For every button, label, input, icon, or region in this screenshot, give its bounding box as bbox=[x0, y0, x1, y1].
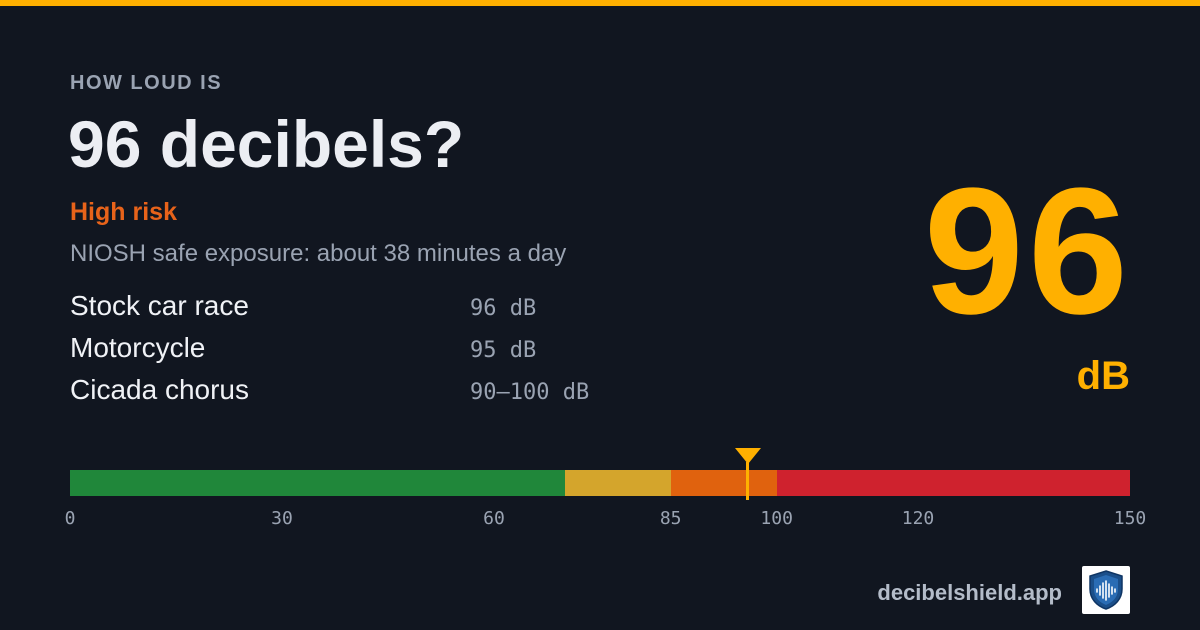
shield-soundwave-icon bbox=[1082, 566, 1130, 614]
site-url: decibelshield.app bbox=[877, 580, 1062, 605]
exposure-text: NIOSH safe exposure: about 38 minutes a … bbox=[70, 240, 567, 267]
tick-label: 120 bbox=[901, 508, 935, 529]
list-item: Stock car race 96 dB bbox=[70, 290, 630, 332]
page-title: 96 decibels? bbox=[68, 107, 465, 181]
tick-label: 0 bbox=[64, 508, 76, 529]
tick-label: 60 bbox=[483, 508, 505, 529]
top-accent-bar bbox=[0, 0, 1200, 6]
example-level: 90–100 dB bbox=[470, 380, 590, 405]
risk-label: High risk bbox=[70, 198, 177, 226]
scale-tick-labels: 0 30 60 85 100 120 150 bbox=[65, 508, 1147, 532]
marker-line bbox=[746, 462, 750, 500]
tick-label: 100 bbox=[760, 508, 793, 529]
scale-segment-1 bbox=[564, 470, 671, 496]
scale-segment-3 bbox=[776, 470, 1130, 496]
decibel-unit: dB bbox=[1076, 354, 1130, 398]
decibel-scale-bar bbox=[70, 470, 1130, 496]
eyebrow-label: HOW LOUD IS bbox=[70, 72, 223, 94]
tick-label: 150 bbox=[1113, 508, 1147, 529]
current-level-marker bbox=[735, 448, 762, 500]
tick-label: 30 bbox=[271, 508, 293, 529]
example-name: Stock car race bbox=[70, 290, 249, 321]
decibel-reading: 96 bbox=[923, 151, 1132, 352]
list-item: Motorcycle 95 dB bbox=[70, 332, 630, 374]
scale-segment-0 bbox=[70, 470, 565, 496]
example-level: 96 dB bbox=[470, 296, 537, 321]
example-level: 95 dB bbox=[470, 338, 537, 363]
list-item: Cicada chorus 90–100 dB bbox=[70, 374, 630, 416]
marker-triangle-icon bbox=[735, 448, 762, 464]
example-name: Cicada chorus bbox=[70, 374, 249, 405]
scale-segment-2 bbox=[670, 470, 777, 496]
tick-label: 85 bbox=[659, 508, 682, 529]
example-name: Motorcycle bbox=[70, 332, 206, 363]
examples-list: Stock car race 96 dB Motorcycle 95 dB Ci… bbox=[70, 290, 630, 416]
